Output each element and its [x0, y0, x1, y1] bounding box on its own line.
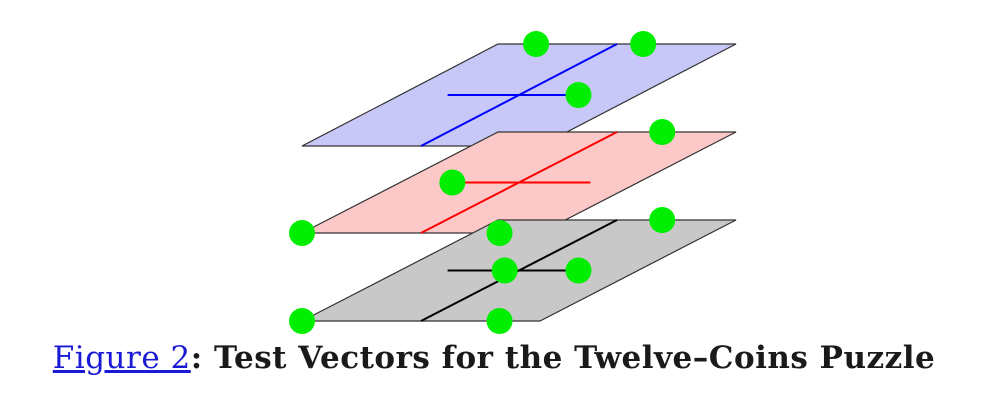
- coin-bottom-1: [649, 207, 676, 233]
- coin-top-1: [523, 31, 550, 57]
- caption-title: Test Vectors for the Twelve–Coins Puzzle: [202, 340, 936, 376]
- coin-middle-1: [649, 119, 676, 145]
- coin-middle-4: [486, 220, 513, 246]
- coin-bottom-5: [486, 308, 513, 334]
- coin-bottom-3: [491, 257, 518, 284]
- coin-middle-3: [289, 220, 315, 246]
- coin-bottom-4: [289, 308, 315, 334]
- coin-bottom-2: [565, 257, 592, 284]
- layer-bottom: [301, 219, 737, 322]
- coin-middle-2: [439, 169, 466, 196]
- coin-top-3: [565, 82, 592, 108]
- figure-caption: Figure 2: Test Vectors for the Twelve–Co…: [0, 340, 988, 376]
- layer-top: [301, 43, 737, 147]
- figure-link[interactable]: Figure 2: [52, 340, 191, 376]
- caption-separator: :: [190, 340, 203, 376]
- layer-divider-diagonal-middle: [420, 131, 618, 234]
- layer-divider-diagonal-bottom: [420, 219, 618, 322]
- coin-layers-diagram: [289, 31, 737, 334]
- coin-top-2: [630, 31, 657, 57]
- layer-divider-diagonal-top: [420, 43, 618, 147]
